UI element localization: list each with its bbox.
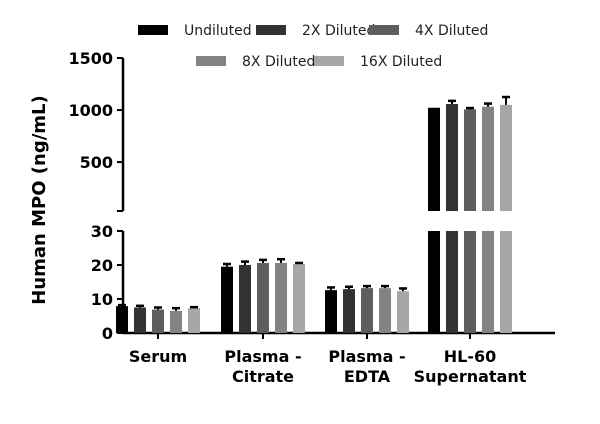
bar: [221, 266, 233, 333]
bar-lower: [464, 231, 476, 333]
x-tick-label: EDTA: [344, 367, 391, 386]
y-axis-label: Human MPO (ng/mL): [29, 95, 50, 305]
bar-upper: [482, 106, 494, 211]
x-tick-label: HL-60: [444, 347, 497, 366]
legend-swatch: [314, 56, 344, 66]
legend-label: 16X Diluted: [360, 54, 442, 70]
bar-upper: [500, 104, 512, 211]
bar: [361, 288, 373, 333]
bar: [170, 310, 182, 333]
legend-label: Undiluted: [184, 23, 252, 39]
bar: [116, 306, 128, 333]
legend-swatch: [369, 25, 399, 35]
bar: [343, 289, 355, 333]
bar: [397, 291, 409, 333]
legend-label: 2X Diluted: [302, 23, 375, 39]
bar: [239, 265, 251, 333]
bar-lower: [446, 231, 458, 333]
x-tick-label: Plasma -: [328, 347, 405, 366]
bar: [257, 262, 269, 333]
legend-swatch: [196, 56, 226, 66]
bar: [325, 290, 337, 333]
y-tick-label: 500: [80, 153, 113, 172]
y-tick-label: 1000: [68, 101, 113, 120]
bar-upper: [446, 104, 458, 211]
y-tick-label: 30: [91, 222, 113, 241]
bar: [293, 263, 305, 333]
legend-label: 4X Diluted: [415, 23, 488, 39]
legend-swatch: [138, 25, 168, 35]
bar: [379, 288, 391, 333]
y-tick-label: 10: [91, 290, 113, 309]
bar: [188, 308, 200, 333]
y-tick-label: 0: [102, 324, 113, 343]
bar: [275, 262, 287, 333]
bar-lower: [428, 231, 440, 333]
bar: [134, 307, 146, 333]
y-tick-label: 20: [91, 256, 113, 275]
bar-upper: [464, 109, 476, 211]
x-tick-label: Serum: [129, 347, 187, 366]
y-tick-label: 1500: [68, 49, 113, 68]
legend-swatch: [256, 25, 286, 35]
bar: [152, 309, 164, 333]
x-tick-label: Supernatant: [414, 367, 527, 386]
bar-upper: [428, 107, 440, 211]
bar-lower: [500, 231, 512, 333]
x-tick-label: Citrate: [232, 367, 294, 386]
legend-label: 8X Diluted: [242, 54, 315, 70]
x-tick-label: Plasma -: [224, 347, 301, 366]
bar-lower: [482, 231, 494, 333]
